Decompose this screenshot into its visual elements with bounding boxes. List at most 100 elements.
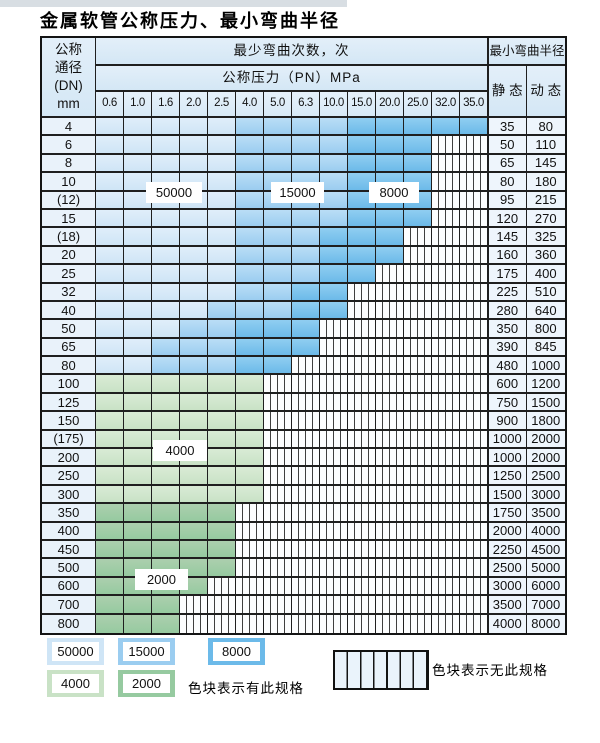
spec-cell	[404, 246, 432, 266]
spec-cell	[432, 596, 460, 615]
dn-cell: 150	[42, 412, 96, 431]
spec-cell	[124, 283, 152, 302]
spec-cell	[432, 154, 460, 174]
spec-cell	[208, 320, 236, 339]
spec-cell	[236, 301, 264, 321]
spec-cell	[96, 504, 124, 523]
spec-cell	[96, 375, 124, 394]
spec-cell	[348, 412, 376, 431]
spec-cell	[96, 559, 124, 578]
dn-cell: 20	[42, 246, 96, 266]
spec-cell	[96, 154, 124, 174]
spec-cell	[460, 154, 488, 174]
dn-cell: 6	[42, 136, 96, 155]
spec-cell	[320, 191, 348, 210]
spec-cell	[152, 118, 180, 137]
spec-cell	[96, 449, 124, 468]
dn-cell: 450	[42, 540, 96, 560]
spec-cell	[124, 449, 152, 468]
spec-cell	[96, 283, 124, 302]
spec-cell	[264, 540, 292, 560]
spec-cell	[152, 209, 180, 229]
spec-cell	[348, 118, 376, 137]
spec-cell	[96, 265, 124, 284]
spec-cell	[320, 320, 348, 339]
header-dn-line: 通径	[55, 59, 82, 75]
spec-cell	[236, 357, 264, 376]
spec-cell	[208, 191, 236, 210]
spec-cell	[292, 540, 320, 560]
spec-cell	[124, 467, 152, 486]
spec-cell	[124, 393, 152, 413]
spec-cell	[264, 614, 292, 633]
spec-cell	[320, 393, 348, 413]
spec-cell	[236, 209, 264, 229]
spec-cell	[292, 449, 320, 468]
spec-cell	[320, 228, 348, 247]
spec-cell	[124, 596, 152, 615]
spec-cell	[264, 504, 292, 523]
dn-cell: (18)	[42, 228, 96, 247]
spec-cell	[264, 246, 292, 266]
spec-cell	[404, 467, 432, 486]
spec-cell	[376, 209, 404, 229]
spec-cell	[152, 154, 180, 174]
spec-cell	[236, 522, 264, 541]
spec-cell	[124, 265, 152, 284]
spec-cell	[264, 393, 292, 413]
legend-swatch-15000: 15000	[118, 638, 175, 665]
spec-cell	[292, 118, 320, 137]
spec-cell	[124, 504, 152, 523]
spec-cell	[460, 246, 488, 266]
spec-cell	[432, 338, 460, 358]
spec-cell	[460, 228, 488, 247]
spec-cell	[180, 209, 208, 229]
spec-cell	[180, 136, 208, 155]
spec-cell	[320, 540, 348, 560]
spec-cell	[264, 485, 292, 505]
spec-cell	[180, 357, 208, 376]
radius-dynamic-cell: 400	[526, 265, 565, 284]
spec-cell	[432, 522, 460, 541]
spec-cell	[348, 485, 376, 505]
spec-cell	[460, 357, 488, 376]
radius-static-cell: 50	[488, 136, 527, 155]
radius-static-cell: 3000	[488, 577, 527, 597]
radius-dynamic-cell: 4500	[526, 540, 565, 560]
radius-static-cell: 600	[488, 375, 527, 394]
spec-cell	[404, 522, 432, 541]
radius-dynamic-cell: 1500	[526, 393, 565, 413]
spec-cell	[348, 522, 376, 541]
spec-cell	[348, 559, 376, 578]
dn-cell: 4	[42, 118, 96, 137]
spec-cell	[96, 430, 124, 450]
spec-cell	[292, 393, 320, 413]
spec-cell	[236, 614, 264, 633]
spec-cell	[180, 485, 208, 505]
radius-dynamic-cell: 80	[526, 118, 565, 137]
spec-cell	[96, 338, 124, 358]
spec-cell	[208, 246, 236, 266]
spec-cell	[96, 412, 124, 431]
header-dn-line: 公称	[55, 41, 82, 57]
spec-cell	[432, 467, 460, 486]
spec-cell	[96, 136, 124, 155]
spec-cell	[96, 467, 124, 486]
spec-cell	[376, 577, 404, 597]
spec-cell	[124, 485, 152, 505]
spec-cell	[376, 283, 404, 302]
radius-dynamic-cell: 145	[526, 154, 565, 174]
legend-swatch-label: 2000	[123, 674, 170, 693]
radius-static-cell: 95	[488, 191, 527, 210]
spec-cell	[348, 301, 376, 321]
spec-cell	[460, 449, 488, 468]
spec-cell	[152, 540, 180, 560]
spec-cell	[348, 209, 376, 229]
spec-cell	[376, 485, 404, 505]
radius-static-cell: 350	[488, 320, 527, 339]
spec-cell	[404, 136, 432, 155]
spec-cell	[320, 577, 348, 597]
dn-cell: (175)	[42, 430, 96, 450]
spec-cell	[320, 614, 348, 633]
